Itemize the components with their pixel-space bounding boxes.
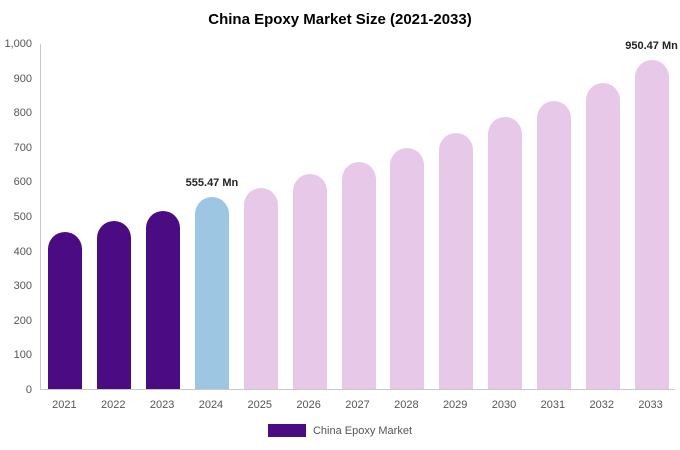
- bar-2032: [585, 82, 620, 389]
- y-tick-label: 800: [13, 107, 32, 120]
- bar-2028: [390, 147, 425, 389]
- x-tick-label: 2033: [638, 399, 663, 411]
- x-tick-label: 2023: [149, 399, 175, 411]
- y-tick-label: 0: [25, 384, 32, 396]
- legend-swatch: [267, 424, 306, 437]
- bar-2030: [488, 117, 523, 389]
- bar-2026: [292, 173, 327, 389]
- y-tick-label: 300: [13, 280, 32, 293]
- x-tick-label: 2029: [442, 399, 468, 411]
- y-tick-label: 600: [13, 176, 32, 189]
- x-tick-label: 2030: [491, 399, 517, 411]
- x-tick-label: 2022: [101, 399, 126, 411]
- x-tick-label: 2032: [589, 399, 614, 411]
- bar-2029: [439, 132, 474, 389]
- legend: China Epoxy Market: [0, 424, 680, 437]
- bar-2023: [146, 210, 181, 389]
- y-tick-label: 700: [13, 141, 32, 154]
- y-tick-label: 100: [13, 349, 32, 362]
- y-tick-label: 200: [13, 314, 32, 327]
- x-axis-labels: 2021 2022 2023 2024 2025 2026 2027 2028 2029 2030…: [40, 399, 675, 413]
- bar-2031: [536, 101, 571, 389]
- x-tick-label: 2031: [540, 399, 566, 411]
- bar-2025: [243, 187, 278, 389]
- y-tick-label: 1,000: [4, 38, 32, 50]
- bar-2022: [97, 220, 132, 389]
- bar-2024: [194, 196, 229, 389]
- bars-container: 555.47 Mn 950.47 Mn: [41, 40, 678, 389]
- y-tick-label: 400: [13, 245, 32, 258]
- y-axis-labels: 0 100 200 300 400 500 600 700 800 900 1,000: [0, 38, 34, 396]
- x-tick-label: 2028: [394, 399, 419, 411]
- plot-area: 555.47 Mn 950.47 Mn: [40, 40, 678, 390]
- x-tick-label: 2025: [247, 399, 273, 411]
- x-tick-label: 2021: [52, 399, 77, 411]
- chart-title: China Epoxy Market Size (2021-2033): [208, 11, 472, 28]
- bar-value-label: 950.47 Mn: [625, 40, 678, 53]
- bar-value-label: 555.47 Mn: [185, 176, 239, 189]
- y-tick-label: 500: [13, 211, 32, 223]
- y-tick-label: 900: [13, 72, 32, 85]
- x-tick-label: 2027: [345, 399, 370, 411]
- bar-2027: [341, 161, 376, 389]
- bar-2033: [634, 60, 669, 389]
- legend-label: China Epoxy Market: [312, 424, 413, 437]
- x-tick-label: 2026: [296, 399, 321, 411]
- bar-2021: [48, 231, 83, 389]
- x-tick-label: 2024: [198, 399, 224, 411]
